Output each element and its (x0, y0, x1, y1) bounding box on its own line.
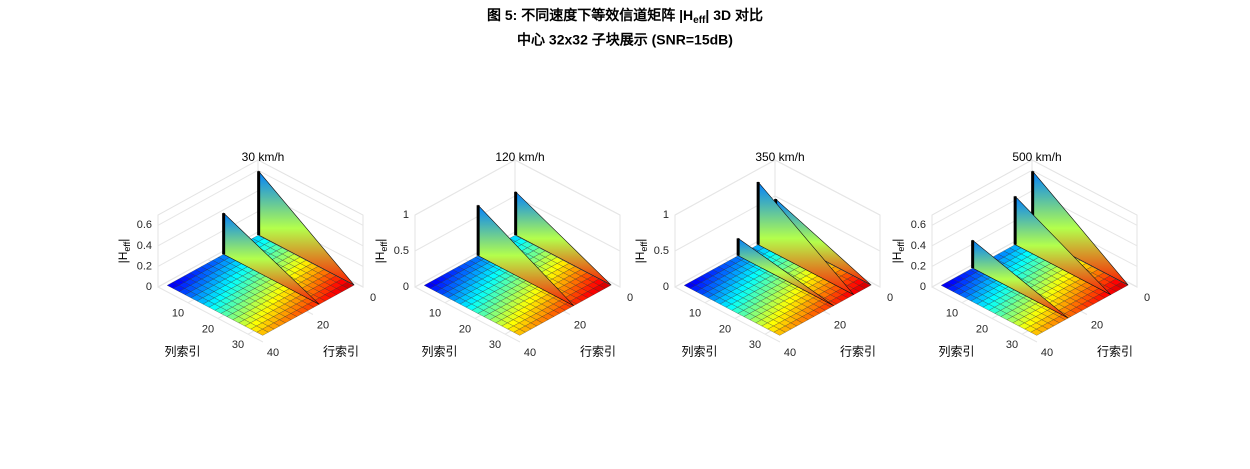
y-tick-label: 20 (317, 319, 329, 331)
subplot-title: 350 km/h (755, 150, 804, 164)
z-label-part: |H (633, 252, 647, 264)
grid-line (674, 195, 881, 252)
y-tick-label: 40 (267, 347, 279, 359)
z-tick-label: 0.5 (394, 245, 409, 257)
grid-line (157, 286, 264, 343)
y-axis-label: 行索引 (1097, 345, 1133, 359)
subplot: 0 0.2 0.4 0.6 10 20 30 0 20 40 30 km/h 列索引 行索引 |Heff| (116, 150, 376, 359)
figure-title: 图 5: 不同速度下等效信道矩阵 |Heff| 3D 对比 (487, 7, 763, 26)
title-part: | 3D 对比 (705, 7, 763, 23)
figure-subtitle: 中心 32x32 子块展示 (SNR=15dB) (517, 32, 733, 48)
x-tick-label: 30 (749, 339, 761, 351)
y-tick-label: 40 (784, 347, 796, 359)
subplot-title: 500 km/h (1012, 150, 1061, 164)
x-tick-label: 10 (429, 308, 441, 320)
z-label-part: | (633, 239, 647, 242)
surface-cell (256, 329, 269, 336)
y-tick-label: 20 (574, 319, 586, 331)
z-tick-label: 0.4 (137, 240, 152, 252)
x-axis-label: 列索引 (421, 345, 457, 359)
z-tick-label: 1 (403, 209, 409, 221)
y-axis-label: 行索引 (840, 345, 876, 359)
z-tick-label: 0 (663, 281, 669, 293)
z-tick-label: 0.6 (137, 219, 152, 231)
grid-line (674, 286, 781, 343)
z-tick-label: 1 (663, 209, 669, 221)
grid-line (414, 286, 521, 343)
z-tick-label: 0.5 (654, 245, 669, 257)
subplot: 0 0.5 1 10 20 30 0 20 40 350 km/h 列索引 行索引 |Heff| (633, 150, 893, 359)
x-tick-label: 20 (719, 323, 731, 335)
z-tick-label: 0.2 (911, 260, 926, 272)
z-label-subscript: eff (379, 241, 389, 251)
grid-line (157, 169, 364, 226)
z-axis-label: |Heff| (373, 239, 389, 264)
x-tick-label: 30 (489, 339, 501, 351)
y-tick-label: 0 (1144, 292, 1150, 304)
y-tick-label: 0 (887, 292, 893, 304)
subplot: 0 0.2 0.4 0.6 10 20 30 0 20 40 500 km/h 列索引 行索引 |Heff… (890, 150, 1150, 359)
grid-line (931, 286, 1038, 343)
z-label-part: |H (890, 252, 904, 264)
x-tick-label: 20 (202, 323, 214, 335)
z-axis-label: |Heff| (116, 239, 132, 264)
x-axis-label: 列索引 (164, 345, 200, 359)
surface-cell (773, 329, 786, 336)
grid-line (674, 159, 881, 216)
surface-cell (513, 329, 526, 336)
y-tick-label: 40 (524, 347, 536, 359)
z-tick-label: 0.6 (911, 219, 926, 231)
y-tick-label: 40 (1041, 347, 1053, 359)
x-tick-label: 20 (976, 323, 988, 335)
x-tick-label: 30 (1006, 339, 1018, 351)
z-label-part: |H (116, 252, 130, 264)
title-subscript: eff (693, 15, 706, 26)
z-label-part: |H (373, 252, 387, 264)
x-axis-label: 列索引 (938, 345, 974, 359)
subplot-title: 120 km/h (495, 150, 544, 164)
surface-cell (1030, 329, 1043, 336)
z-axis-label: |Heff| (633, 239, 649, 264)
y-tick-label: 20 (1091, 319, 1103, 331)
z-axis-label: |Heff| (890, 239, 906, 264)
x-tick-label: 20 (459, 323, 471, 335)
x-axis-label: 列索引 (681, 345, 717, 359)
z-label-subscript: eff (122, 241, 132, 251)
x-tick-label: 10 (946, 308, 958, 320)
y-axis-label: 行索引 (580, 345, 616, 359)
z-tick-label: 0 (146, 281, 152, 293)
x-tick-label: 10 (689, 308, 701, 320)
z-tick-label: 0 (920, 281, 926, 293)
subplot: 0 0.5 1 10 20 30 0 20 40 120 km/h 列索引 行索引 |Heff| (373, 150, 633, 359)
z-label-part: | (116, 239, 130, 242)
title-part: 图 5: 不同速度下等效信道矩阵 |H (487, 7, 693, 23)
z-tick-label: 0.2 (137, 260, 152, 272)
z-tick-label: 0 (403, 281, 409, 293)
x-tick-label: 30 (232, 339, 244, 351)
y-tick-label: 0 (370, 292, 376, 304)
x-tick-label: 10 (172, 308, 184, 320)
subplot-title: 30 km/h (242, 150, 285, 164)
grid-line (414, 159, 621, 216)
z-tick-label: 0.4 (911, 240, 926, 252)
y-tick-label: 20 (834, 319, 846, 331)
z-label-part: | (890, 239, 904, 242)
z-label-subscript: eff (639, 241, 649, 251)
z-label-part: | (373, 239, 387, 242)
y-axis-label: 行索引 (323, 345, 359, 359)
grid-line (931, 169, 1138, 226)
y-tick-label: 0 (627, 292, 633, 304)
z-label-subscript: eff (896, 241, 906, 251)
